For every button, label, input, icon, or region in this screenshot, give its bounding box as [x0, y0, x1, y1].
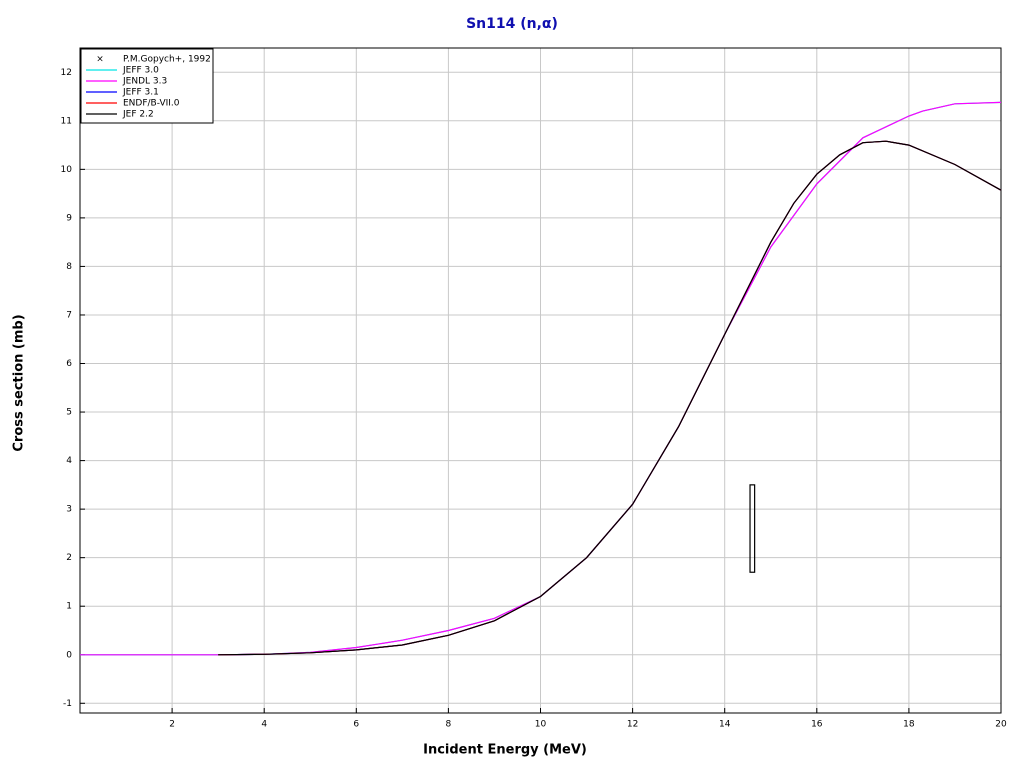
legend-label: JEFF 3.1	[122, 88, 159, 98]
legend-box	[80, 48, 214, 124]
y-tick-label: 2	[66, 553, 72, 563]
y-tick-label: 6	[66, 359, 72, 369]
x-tick-label: 2	[169, 720, 175, 730]
legend-label: P.M.Gopych+, 1992	[123, 55, 211, 65]
x-tick-label: 14	[719, 720, 731, 730]
y-axis-label: Cross section (mb)	[12, 314, 27, 451]
series-line	[218, 140, 1002, 656]
legend-label: JEFF 3.0	[122, 66, 159, 76]
y-tick-label: 12	[61, 68, 72, 78]
y-tick-label: 5	[66, 408, 72, 418]
plot-frame	[79, 47, 1002, 714]
y-tick-label: 0	[66, 650, 72, 660]
x-tick-label: 18	[903, 720, 915, 730]
y-tick-label: 11	[61, 116, 72, 126]
legend-label: ENDF/B-VII.0	[123, 99, 180, 109]
y-tick-label: 7	[66, 310, 72, 320]
y-tick-label: 9	[66, 213, 72, 223]
x-tick-label: 10	[535, 720, 547, 730]
data-point-error-box	[749, 484, 756, 573]
legend-marker: ×	[96, 55, 104, 65]
y-tick-label: 10	[61, 165, 73, 175]
y-tick-label: -1	[63, 699, 72, 709]
y-tick-label: 1	[66, 602, 72, 612]
y-tick-label: 8	[66, 262, 72, 272]
legend-label: JEF 2.2	[122, 110, 154, 120]
x-tick-label: 20	[995, 720, 1007, 730]
x-tick-label: 12	[627, 720, 638, 730]
x-tick-label: 16	[811, 720, 823, 730]
y-tick-label: 4	[66, 456, 72, 466]
x-tick-label: 6	[353, 720, 359, 730]
y-tick-label: 3	[66, 505, 72, 515]
legend-label: JENDL 3.3	[122, 77, 167, 87]
x-tick-label: 8	[446, 720, 452, 730]
x-tick-label: 4	[261, 720, 267, 730]
plot-area	[80, 101, 1002, 656]
chart-title: Sn114 (n,α)	[466, 16, 558, 32]
x-axis-label: Incident Energy (MeV)	[423, 743, 587, 758]
